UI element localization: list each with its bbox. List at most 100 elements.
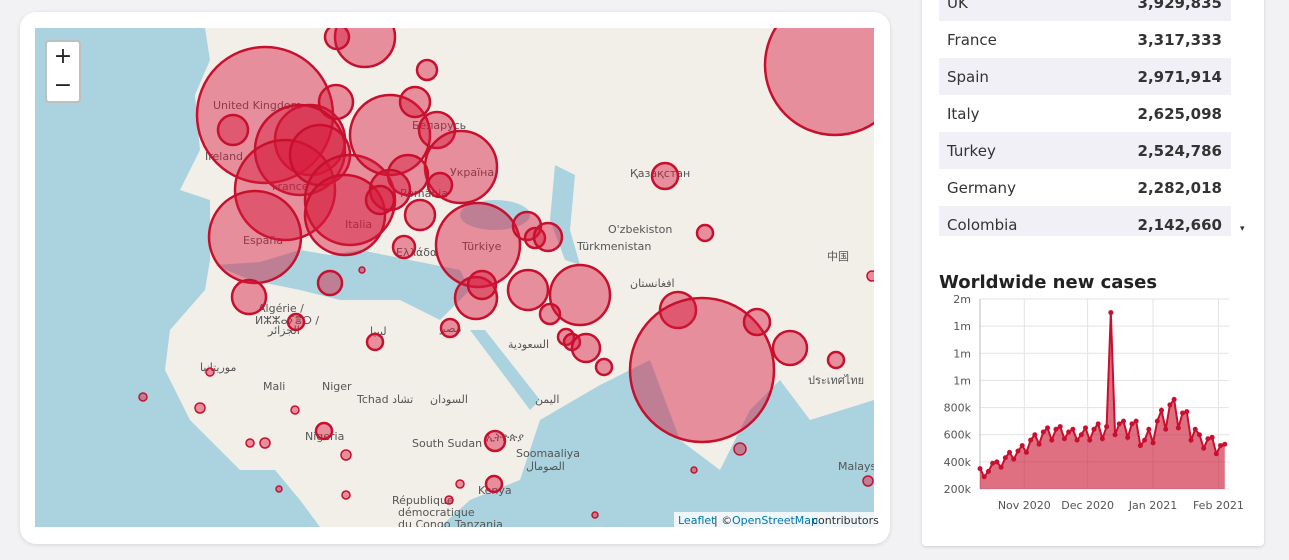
table-row: Turkey 2,524,786 [939, 132, 1231, 169]
country-name: Colombia [947, 216, 1018, 234]
case-circle [570, 332, 602, 364]
case-circle [866, 270, 874, 282]
map-label: Soomaaliya [516, 447, 580, 460]
country-name: Turkey [947, 142, 996, 160]
case-circle [426, 171, 454, 199]
case-circle [763, 28, 874, 137]
case-circle [733, 442, 747, 456]
country-name: Italy [947, 105, 980, 123]
case-circle [826, 350, 846, 370]
table-row: Colombia 2,142,660 [939, 206, 1231, 236]
case-circle [205, 367, 215, 377]
map-label: Tchad تشاد [356, 393, 413, 406]
map-label: Algérie / [258, 302, 304, 315]
table-row: Germany 2,282,018 [939, 169, 1231, 206]
case-circle [275, 485, 283, 493]
case-circle [365, 332, 385, 352]
case-circle [290, 405, 300, 415]
map-label: démocratique [398, 506, 475, 519]
map-label: Malaysi [838, 460, 879, 473]
case-circle [259, 437, 271, 449]
map-label: République [392, 494, 454, 507]
map-label: Türkiye [461, 240, 502, 253]
case-circle [207, 189, 303, 285]
attribution-suffix: contributors [812, 514, 879, 527]
country-name: Spain [947, 68, 989, 86]
case-circle [650, 161, 680, 191]
case-circle [286, 312, 306, 332]
map-label: موريتانيا [200, 361, 236, 374]
map-label: Қазақстан [630, 167, 690, 180]
map-label: South Sudan [412, 437, 482, 450]
case-circle [506, 268, 550, 312]
case-circle [391, 234, 417, 260]
case-circle [532, 221, 564, 253]
case-circle [484, 474, 504, 494]
map-label: Italia [345, 218, 372, 231]
country-name: France [947, 31, 997, 49]
table-row: Spain 2,971,914 [939, 58, 1231, 95]
case-circle [138, 392, 148, 402]
map-label: Ελλάδα [396, 246, 437, 259]
case-circle [316, 269, 344, 297]
table-row: France 3,317,333 [939, 21, 1231, 58]
case-circle [423, 129, 499, 205]
case-circle [216, 113, 250, 147]
map-label: ประเทศไทย [808, 374, 864, 387]
case-circle [455, 479, 465, 489]
case-circle [314, 421, 334, 441]
map-label: Україна [450, 166, 494, 179]
case-circle [591, 511, 599, 519]
case-circle [245, 438, 255, 448]
leaflet-link[interactable]: Leaflet [678, 514, 716, 527]
case-count: 3,929,835 [1137, 0, 1222, 12]
case-circle [548, 263, 612, 327]
case-circle [303, 173, 387, 257]
map-label: Niger [322, 380, 352, 393]
case-circle [317, 83, 355, 121]
case-circle [323, 28, 351, 51]
country-name: Germany [947, 179, 1016, 197]
case-count: 3,317,333 [1137, 31, 1222, 49]
map-label: مصر [439, 322, 462, 335]
case-circle [862, 475, 874, 487]
case-circle [403, 198, 437, 232]
map-label: Tanzania [454, 518, 503, 531]
case-count: 2,625,098 [1137, 105, 1222, 123]
map-label: اليمن [535, 393, 559, 406]
map-label: Mali [263, 380, 285, 393]
case-circle [386, 153, 430, 197]
map-label: O'zbekiston [608, 223, 672, 236]
map-label: du Congo [398, 518, 451, 531]
osm-link[interactable]: OpenStreetMap [732, 514, 818, 527]
case-circle [398, 85, 432, 119]
case-circle [415, 58, 439, 82]
case-circle [444, 495, 454, 505]
case-count: 2,142,660 [1137, 216, 1222, 234]
attribution-bg [674, 512, 874, 527]
case-circle [628, 296, 776, 444]
case-circle [358, 266, 366, 274]
case-circle [690, 466, 698, 474]
zoom-in[interactable]: + [45, 40, 81, 73]
table-row: UK 3,929,835 [939, 0, 1231, 21]
case-circle [364, 184, 396, 216]
map-label: السودان [430, 393, 468, 406]
case-circle [233, 138, 337, 242]
case-circle [483, 429, 507, 453]
case-circle [340, 449, 352, 461]
map-label: السعودية [508, 338, 549, 351]
country-table: UK 3,929,835 France 3,317,333 Spain 2,971,914… [939, 0, 1231, 236]
zoom-out[interactable]: − [45, 71, 81, 103]
case-circle [341, 490, 351, 500]
case-circle [230, 278, 268, 316]
case-circle [594, 357, 614, 377]
map-label: افغانستان [630, 277, 675, 290]
map-label: Nigeria [305, 430, 344, 443]
case-circle [742, 307, 772, 337]
case-count: 2,282,018 [1137, 179, 1222, 197]
case-circle [439, 317, 461, 339]
table-row: Italy 2,625,098 [939, 95, 1231, 132]
